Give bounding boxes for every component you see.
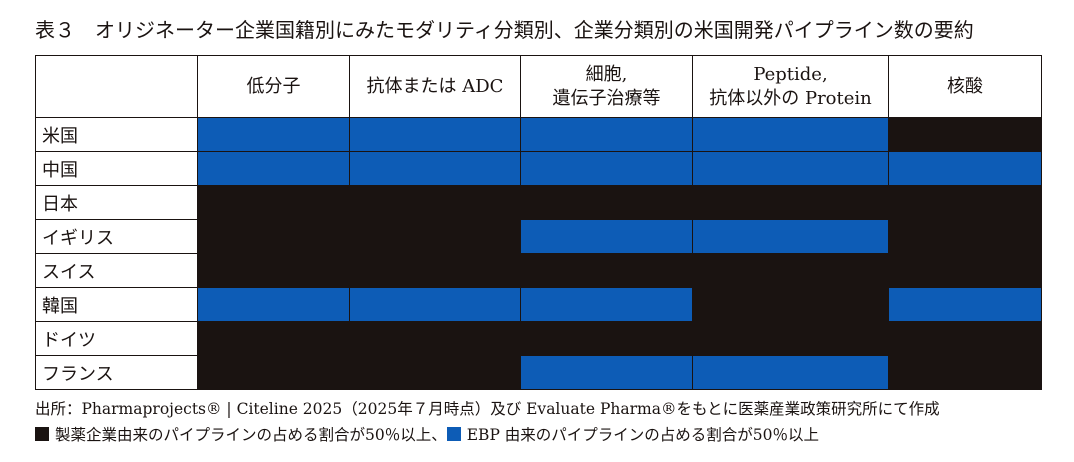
cell — [888, 151, 1042, 186]
column-header: Peptide, 抗体以外の Protein — [692, 55, 889, 118]
cell — [692, 253, 889, 288]
row-label: フランス — [35, 355, 198, 390]
cell — [520, 151, 693, 186]
header-row: 低分子 抗体または ADC 細胞, 遺伝子治療等 Peptide, 抗体以外の Pro… — [35, 55, 1042, 118]
cell — [520, 117, 693, 152]
cell — [197, 185, 350, 220]
cell — [197, 151, 350, 186]
row: スイス — [35, 253, 1042, 288]
cell — [197, 355, 350, 390]
row: イギリス — [35, 219, 1042, 254]
cell — [349, 219, 521, 254]
cell — [520, 355, 693, 390]
cell — [197, 287, 350, 322]
cell — [692, 355, 889, 390]
legend-label: 製薬企業由来のパイプラインの占める割合が50％以上、 — [55, 426, 447, 444]
cell — [692, 219, 889, 254]
cell — [692, 185, 889, 220]
cell — [520, 219, 693, 254]
row-label: 日本 — [35, 185, 198, 220]
source-note: 出所：Pharmaprojects® | Citeline 2025（2025年… — [35, 400, 940, 418]
cell — [349, 287, 521, 322]
cell — [197, 253, 350, 288]
cell — [197, 321, 350, 356]
title: 表３ オリジネーター企業国籍別にみたモダリティ分類別、企業分類別の米国開発パイプ… — [35, 18, 974, 42]
cell — [520, 321, 693, 356]
cell — [888, 117, 1042, 152]
row: 韓国 — [35, 287, 1042, 322]
cell — [692, 287, 889, 322]
cell — [888, 185, 1042, 220]
row-label: イギリス — [35, 219, 198, 254]
row: 日本 — [35, 185, 1042, 220]
cell — [520, 287, 693, 322]
corner — [35, 55, 198, 118]
cell — [692, 117, 889, 152]
legend-label: EBP 由来のパイプラインの占める割合が50％以上 — [466, 426, 820, 444]
row: ドイツ — [35, 321, 1042, 356]
row: 米国 — [35, 117, 1042, 152]
row-label: ドイツ — [35, 321, 198, 356]
cell — [197, 219, 350, 254]
legend-swatch — [35, 427, 49, 441]
cell — [888, 321, 1042, 356]
cell — [520, 253, 693, 288]
cell — [349, 151, 521, 186]
cell — [520, 185, 693, 220]
cell — [349, 355, 521, 390]
cell — [349, 253, 521, 288]
legend: 製薬企業由来のパイプラインの占める割合が50％以上、 EBP 由来のパイプラインの… — [35, 423, 819, 445]
cell — [888, 355, 1042, 390]
row-label: 韓国 — [35, 287, 198, 322]
legend-swatch — [446, 427, 461, 441]
row: フランス — [35, 355, 1042, 390]
cell — [888, 287, 1042, 322]
modality-table: 低分子 抗体または ADC 細胞, 遺伝子治療等 Peptide, 抗体以外の Pro… — [35, 55, 1042, 390]
column-header: 抗体または ADC — [349, 55, 521, 118]
row-label: スイス — [35, 253, 198, 288]
row-label: 中国 — [35, 151, 198, 186]
cell — [692, 321, 889, 356]
cell — [349, 321, 521, 356]
column-header: 細胞, 遺伝子治療等 — [520, 55, 693, 118]
row-label: 米国 — [35, 117, 198, 152]
cell — [349, 185, 521, 220]
column-header: 核酸 — [888, 55, 1042, 118]
cell — [349, 117, 521, 152]
row: 中国 — [35, 151, 1042, 186]
cell — [888, 219, 1042, 254]
column-header: 低分子 — [197, 55, 350, 118]
cell — [692, 151, 889, 186]
cell — [888, 253, 1042, 288]
cell — [197, 117, 350, 152]
